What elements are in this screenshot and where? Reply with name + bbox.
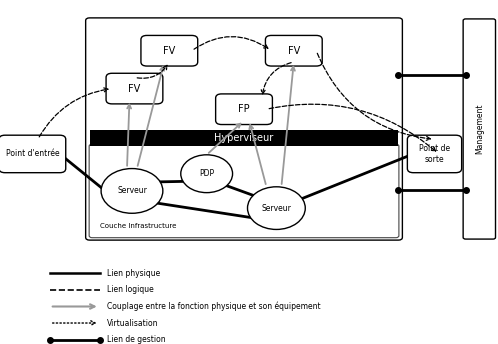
Text: Virtualisation: Virtualisation — [107, 319, 158, 327]
Text: Lien logique: Lien logique — [107, 286, 154, 294]
Text: FV: FV — [128, 84, 140, 94]
FancyArrowPatch shape — [317, 53, 430, 140]
Text: Lien de gestion: Lien de gestion — [107, 335, 166, 344]
Bar — [90, 130, 398, 146]
FancyBboxPatch shape — [265, 35, 322, 66]
FancyBboxPatch shape — [106, 73, 163, 104]
Text: Lien physique: Lien physique — [107, 269, 160, 278]
FancyBboxPatch shape — [141, 35, 198, 66]
FancyArrowPatch shape — [137, 65, 167, 78]
FancyBboxPatch shape — [0, 135, 66, 173]
FancyArrowPatch shape — [127, 105, 131, 166]
FancyArrowPatch shape — [261, 63, 291, 94]
Text: Serveur: Serveur — [261, 204, 291, 213]
Text: PDP: PDP — [199, 169, 214, 178]
FancyArrowPatch shape — [137, 67, 164, 166]
FancyArrowPatch shape — [249, 125, 266, 184]
FancyArrowPatch shape — [39, 88, 108, 137]
Text: FV: FV — [288, 46, 300, 56]
FancyArrowPatch shape — [194, 36, 268, 49]
Text: FP: FP — [238, 104, 250, 114]
FancyBboxPatch shape — [89, 144, 399, 238]
Text: Management: Management — [475, 104, 484, 154]
FancyBboxPatch shape — [216, 94, 272, 125]
Text: Serveur: Serveur — [117, 186, 147, 195]
Ellipse shape — [101, 169, 163, 213]
Text: Couche Infrastructure: Couche Infrastructure — [100, 223, 176, 229]
FancyArrowPatch shape — [209, 123, 241, 153]
Text: Couplage entre la fonction physique et son équipement: Couplage entre la fonction physique et s… — [107, 302, 321, 311]
Text: Point de
sorte: Point de sorte — [419, 144, 450, 164]
FancyBboxPatch shape — [463, 19, 496, 239]
Ellipse shape — [248, 187, 305, 229]
FancyBboxPatch shape — [86, 18, 402, 240]
FancyBboxPatch shape — [407, 135, 462, 173]
FancyArrowPatch shape — [282, 67, 295, 184]
Text: FV: FV — [163, 46, 175, 56]
Text: Point d'entrée: Point d'entrée — [5, 149, 59, 159]
FancyArrowPatch shape — [269, 104, 436, 151]
Text: Hyperviseur: Hyperviseur — [215, 133, 273, 143]
Ellipse shape — [181, 155, 233, 193]
